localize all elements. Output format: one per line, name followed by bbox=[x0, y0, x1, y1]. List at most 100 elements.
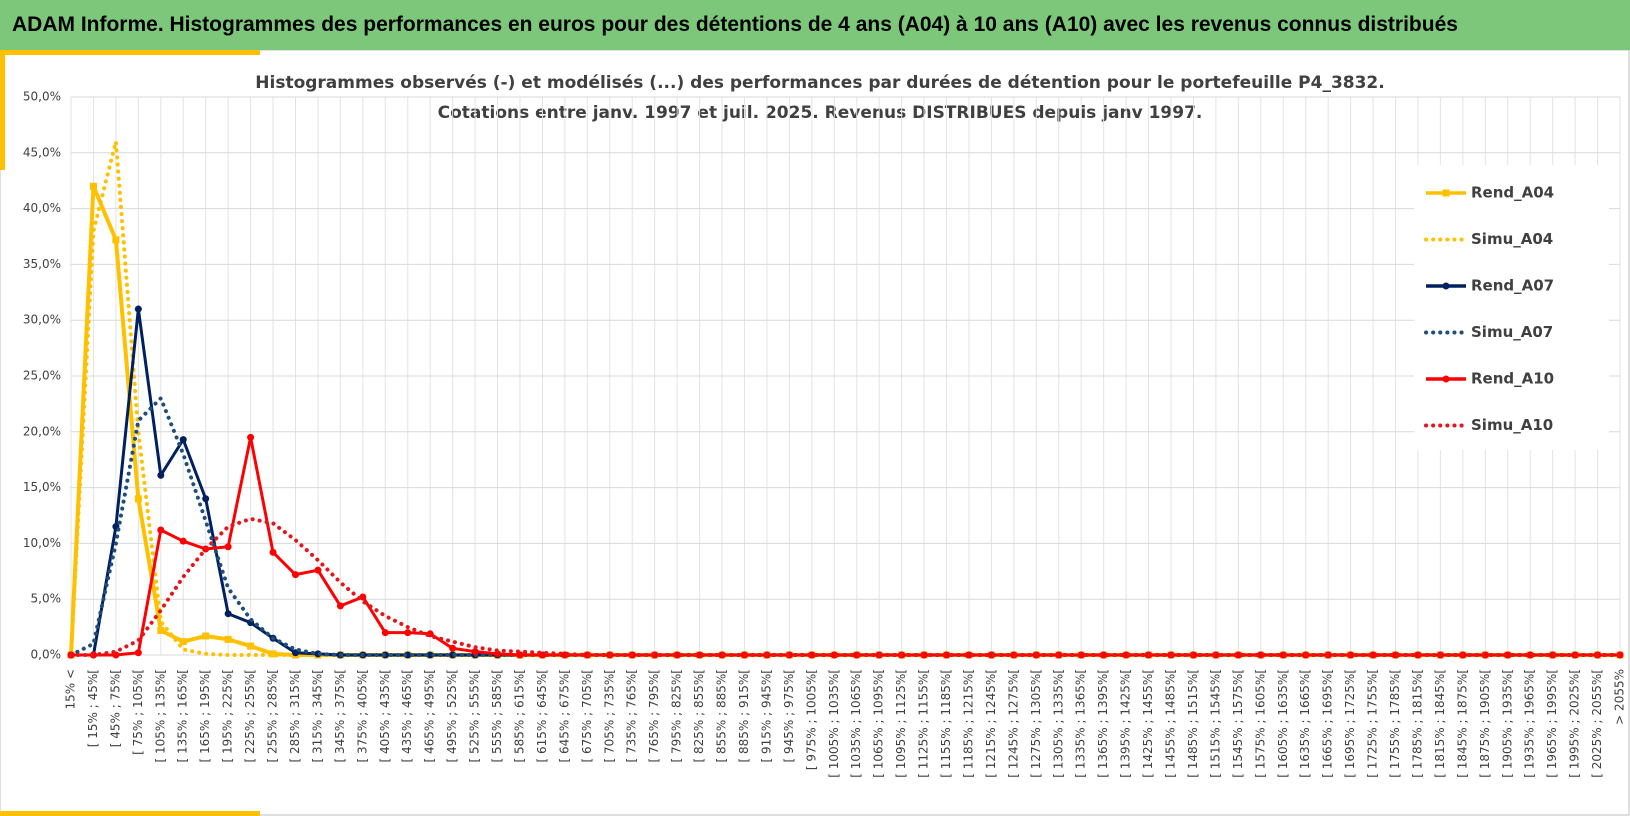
marker bbox=[426, 651, 434, 659]
x-tick-label: [ 1335% ; 1365%[ bbox=[1074, 669, 1088, 778]
marker bbox=[134, 305, 142, 313]
x-tick-label: [ 1155% ; 1185%[ bbox=[939, 669, 953, 778]
x-tick-label: [ 615% ; 645%[ bbox=[535, 669, 549, 762]
marker bbox=[1100, 651, 1108, 659]
marker bbox=[179, 638, 187, 646]
marker bbox=[404, 629, 412, 637]
marker bbox=[247, 642, 255, 650]
y-tick-label: 15,0% bbox=[23, 480, 61, 494]
marker bbox=[134, 495, 142, 503]
series-line bbox=[71, 307, 1620, 657]
accent bbox=[0, 50, 260, 55]
x-tick-label: [ 1425% ; 1455%[ bbox=[1141, 669, 1155, 778]
x-tick-label: [ 405% ; 435%[ bbox=[378, 669, 392, 762]
header: ADAM Informe. Histogrammes des performan… bbox=[0, 0, 1630, 50]
x-tick-label: [ 675% ; 705%[ bbox=[580, 669, 594, 762]
marker bbox=[1504, 651, 1512, 659]
x-tick-label: [ 15% ; 45%[ bbox=[86, 669, 100, 747]
marker bbox=[134, 649, 142, 657]
marker bbox=[965, 651, 973, 659]
legend-marker bbox=[1442, 282, 1450, 290]
x-tick-label: [ 1005% ; 1035%[ bbox=[827, 669, 841, 778]
x-tick-label: [ 1095% ; 1125%[ bbox=[894, 669, 908, 778]
legend-marker bbox=[1442, 375, 1450, 383]
series-line bbox=[69, 516, 1622, 657]
x-tick-label: [ 555% ; 585%[ bbox=[490, 669, 504, 762]
x-tick-label: [ 195% ; 225%[ bbox=[221, 669, 235, 762]
x-tick-label: [ 255% ; 285%[ bbox=[266, 669, 280, 762]
x-tick-label: [ 1725% ; 1755%[ bbox=[1366, 669, 1380, 778]
y-tick-label: 20,0% bbox=[23, 424, 61, 438]
marker bbox=[359, 593, 367, 601]
x-tick-label: [ 825% ; 855%[ bbox=[692, 669, 706, 762]
marker bbox=[269, 548, 277, 556]
y-tick-label: 40,0% bbox=[23, 201, 61, 215]
x-tick-label: [ 705% ; 735%[ bbox=[602, 669, 616, 762]
marker bbox=[696, 651, 704, 659]
x-tick-label: [ 1815% ; 1845%[ bbox=[1433, 669, 1447, 778]
x-tick-label: [ 1305% ; 1335%[ bbox=[1051, 669, 1065, 778]
x-tick-label: [ 1215% ; 1245%[ bbox=[984, 669, 998, 778]
marker bbox=[336, 602, 344, 610]
x-tick-label: [ 1635% ; 1665%[ bbox=[1298, 669, 1312, 778]
x-tick-label: [ 1965% ; 1995%[ bbox=[1545, 669, 1559, 778]
x-tick-label: [ 855% ; 885%[ bbox=[715, 669, 729, 762]
legend-label: Simu_A10 bbox=[1471, 416, 1553, 434]
x-tick-label: [ 1575% ; 1605%[ bbox=[1253, 669, 1267, 778]
y-tick-label: 30,0% bbox=[23, 313, 61, 327]
marker bbox=[224, 635, 232, 643]
y-tick-label: 5,0% bbox=[31, 592, 62, 606]
legend-label: Rend_A07 bbox=[1471, 277, 1554, 295]
legend-box bbox=[1414, 165, 1609, 450]
x-tick-label: [ 1605% ; 1635%[ bbox=[1276, 669, 1290, 778]
legend-label: Simu_A04 bbox=[1471, 230, 1553, 248]
chart-title: Cotations entre janv. 1997 et juil. 2025… bbox=[438, 103, 1203, 123]
marker bbox=[291, 571, 299, 579]
marker bbox=[1526, 651, 1534, 659]
x-tick-label: [ 495% ; 525%[ bbox=[445, 669, 459, 762]
legend-label: Rend_A04 bbox=[1471, 184, 1554, 202]
x-tick-label: [ 585% ; 615%[ bbox=[512, 669, 526, 762]
y-tick-label: 35,0% bbox=[23, 257, 61, 271]
x-tick-label: [ 1785% ; 1815%[ bbox=[1410, 669, 1424, 778]
y-tick-label: 45,0% bbox=[23, 145, 61, 159]
y-tick-label: 50,0% bbox=[23, 90, 61, 104]
x-tick-label: [ 1185% ; 1215%[ bbox=[961, 669, 975, 778]
x-tick-label: [ 915% ; 945%[ bbox=[759, 669, 773, 762]
chart-title: Histogrammes observés (-) et modélisés (… bbox=[255, 73, 1384, 93]
x-tick-label: [ 1905% ; 1935%[ bbox=[1500, 669, 1514, 778]
marker bbox=[202, 632, 210, 640]
marker bbox=[157, 626, 165, 634]
x-tick-label: [ 885% ; 915%[ bbox=[737, 669, 751, 762]
legend-marker bbox=[1442, 189, 1450, 197]
x-tick-label: [ 435% ; 465%[ bbox=[400, 669, 414, 762]
x-tick-label: [ 1935% ; 1965%[ bbox=[1523, 669, 1537, 778]
x-tick-label: [ 45% ; 75%[ bbox=[108, 669, 122, 747]
marker bbox=[1234, 651, 1242, 659]
chart-frame bbox=[0, 50, 1630, 816]
x-tick-label: [ 975% ; 1005%[ bbox=[804, 669, 818, 770]
marker bbox=[314, 566, 322, 574]
y-tick-label: 0,0% bbox=[31, 648, 62, 662]
x-tick-label: [ 285% ; 315%[ bbox=[288, 669, 302, 762]
x-tick-label: [ 1515% ; 1545%[ bbox=[1208, 669, 1222, 778]
series-line bbox=[69, 396, 1622, 657]
accent bbox=[0, 50, 5, 170]
x-tick-label: [ 1875% ; 1905%[ bbox=[1478, 669, 1492, 778]
series-line bbox=[69, 139, 1622, 657]
x-tick-label: [ 375% ; 405%[ bbox=[355, 669, 369, 762]
x-tick-label: [ 525% ; 555%[ bbox=[468, 669, 482, 762]
marker bbox=[179, 436, 187, 444]
x-tick-label: [ 165% ; 195%[ bbox=[198, 669, 212, 762]
marker bbox=[247, 433, 255, 441]
marker bbox=[157, 526, 165, 534]
x-tick-label: [ 1275% ; 1305%[ bbox=[1029, 669, 1043, 778]
marker bbox=[808, 651, 816, 659]
chart: Histogrammes observés (-) et modélisés (… bbox=[0, 50, 1630, 816]
marker bbox=[89, 182, 97, 190]
x-tick-label: [ 1245% ; 1275%[ bbox=[1006, 669, 1020, 778]
x-tick-label: [ 1845% ; 1875%[ bbox=[1455, 669, 1469, 778]
y-tick-label: 25,0% bbox=[23, 369, 61, 383]
marker bbox=[179, 537, 187, 545]
